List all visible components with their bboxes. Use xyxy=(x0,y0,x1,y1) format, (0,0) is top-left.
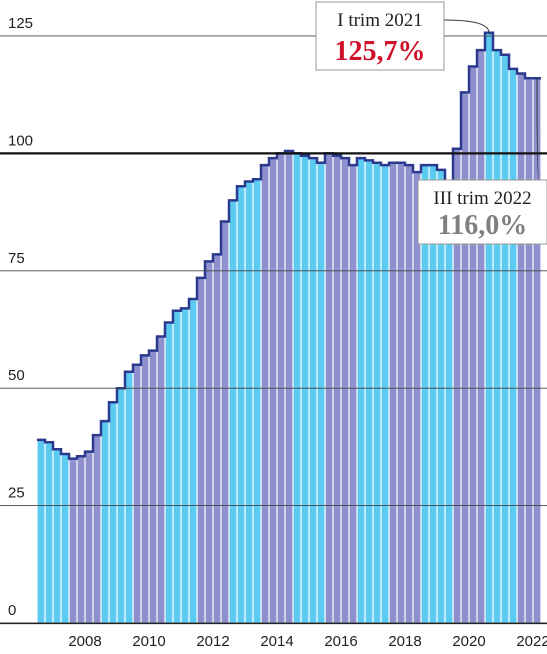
annotation-box xyxy=(315,1,445,71)
bar xyxy=(501,54,509,624)
bar xyxy=(373,162,381,623)
bar xyxy=(349,165,357,623)
bar xyxy=(149,350,157,623)
bar xyxy=(37,439,45,623)
bar xyxy=(517,73,525,624)
bar xyxy=(173,310,181,623)
bar xyxy=(189,298,197,623)
y-tick-label: 50 xyxy=(8,367,25,384)
bar xyxy=(221,221,229,623)
bar xyxy=(453,148,461,623)
annotation-value: 116,0% xyxy=(438,210,527,241)
x-tick-label: 2008 xyxy=(68,633,101,650)
bar xyxy=(437,169,445,623)
y-tick-label: 125 xyxy=(8,15,33,32)
bar xyxy=(181,308,189,623)
bar xyxy=(269,158,277,624)
leader-line xyxy=(443,19,490,33)
x-tick-label: 2012 xyxy=(196,633,229,650)
bar xyxy=(213,254,221,623)
bar xyxy=(413,172,421,623)
bar xyxy=(205,261,213,623)
bar xyxy=(389,162,397,623)
bar xyxy=(397,162,405,623)
y-tick-label: 75 xyxy=(8,250,25,267)
annotation-title: I trim 2021 xyxy=(337,10,423,31)
bar xyxy=(45,442,53,623)
x-tick-label: 2014 xyxy=(260,633,293,650)
bar xyxy=(405,165,413,623)
bar xyxy=(101,421,109,623)
bar xyxy=(93,435,101,623)
x-tick-label: 2018 xyxy=(388,633,421,650)
x-tick-label: 2020 xyxy=(452,633,485,650)
x-tick-label: 2016 xyxy=(324,633,357,650)
leader-line xyxy=(536,78,540,181)
bar xyxy=(165,322,173,623)
bar xyxy=(69,458,77,623)
bar xyxy=(285,151,293,623)
bar xyxy=(229,200,237,623)
bar xyxy=(309,158,317,624)
bar xyxy=(237,186,245,623)
bar xyxy=(341,158,349,624)
bar xyxy=(477,50,485,624)
bar xyxy=(429,165,437,623)
bar xyxy=(525,78,533,623)
bar xyxy=(133,364,141,623)
bar xyxy=(125,371,133,623)
bar xyxy=(421,165,429,623)
bar xyxy=(381,165,389,623)
bar xyxy=(77,456,85,623)
bar xyxy=(365,160,373,624)
bar xyxy=(61,453,69,623)
bar xyxy=(157,336,165,623)
bar xyxy=(253,179,261,624)
bar xyxy=(53,449,61,623)
bar xyxy=(485,32,493,623)
bar xyxy=(533,78,541,623)
bar xyxy=(333,155,341,623)
bar xyxy=(461,92,469,624)
bar xyxy=(445,181,453,624)
y-tick-label: 100 xyxy=(8,132,33,149)
bar xyxy=(261,165,269,623)
y-tick-label: 25 xyxy=(8,485,25,502)
annotation-box xyxy=(417,179,547,245)
bar xyxy=(245,181,253,624)
bar xyxy=(301,155,309,623)
x-tick-label: 2022 xyxy=(516,633,547,650)
bar xyxy=(317,162,325,623)
annotation-value: 125,7% xyxy=(335,36,426,67)
bar xyxy=(85,451,93,623)
bar xyxy=(357,158,365,624)
bar xyxy=(197,277,205,623)
x-tick-label: 2010 xyxy=(132,633,165,650)
bar xyxy=(109,402,117,623)
bar xyxy=(509,68,517,624)
bar xyxy=(469,66,477,624)
y-tick-label: 0 xyxy=(8,602,16,619)
annotation-title: III trim 2022 xyxy=(433,188,531,209)
bar xyxy=(493,50,501,624)
bar xyxy=(141,355,149,623)
